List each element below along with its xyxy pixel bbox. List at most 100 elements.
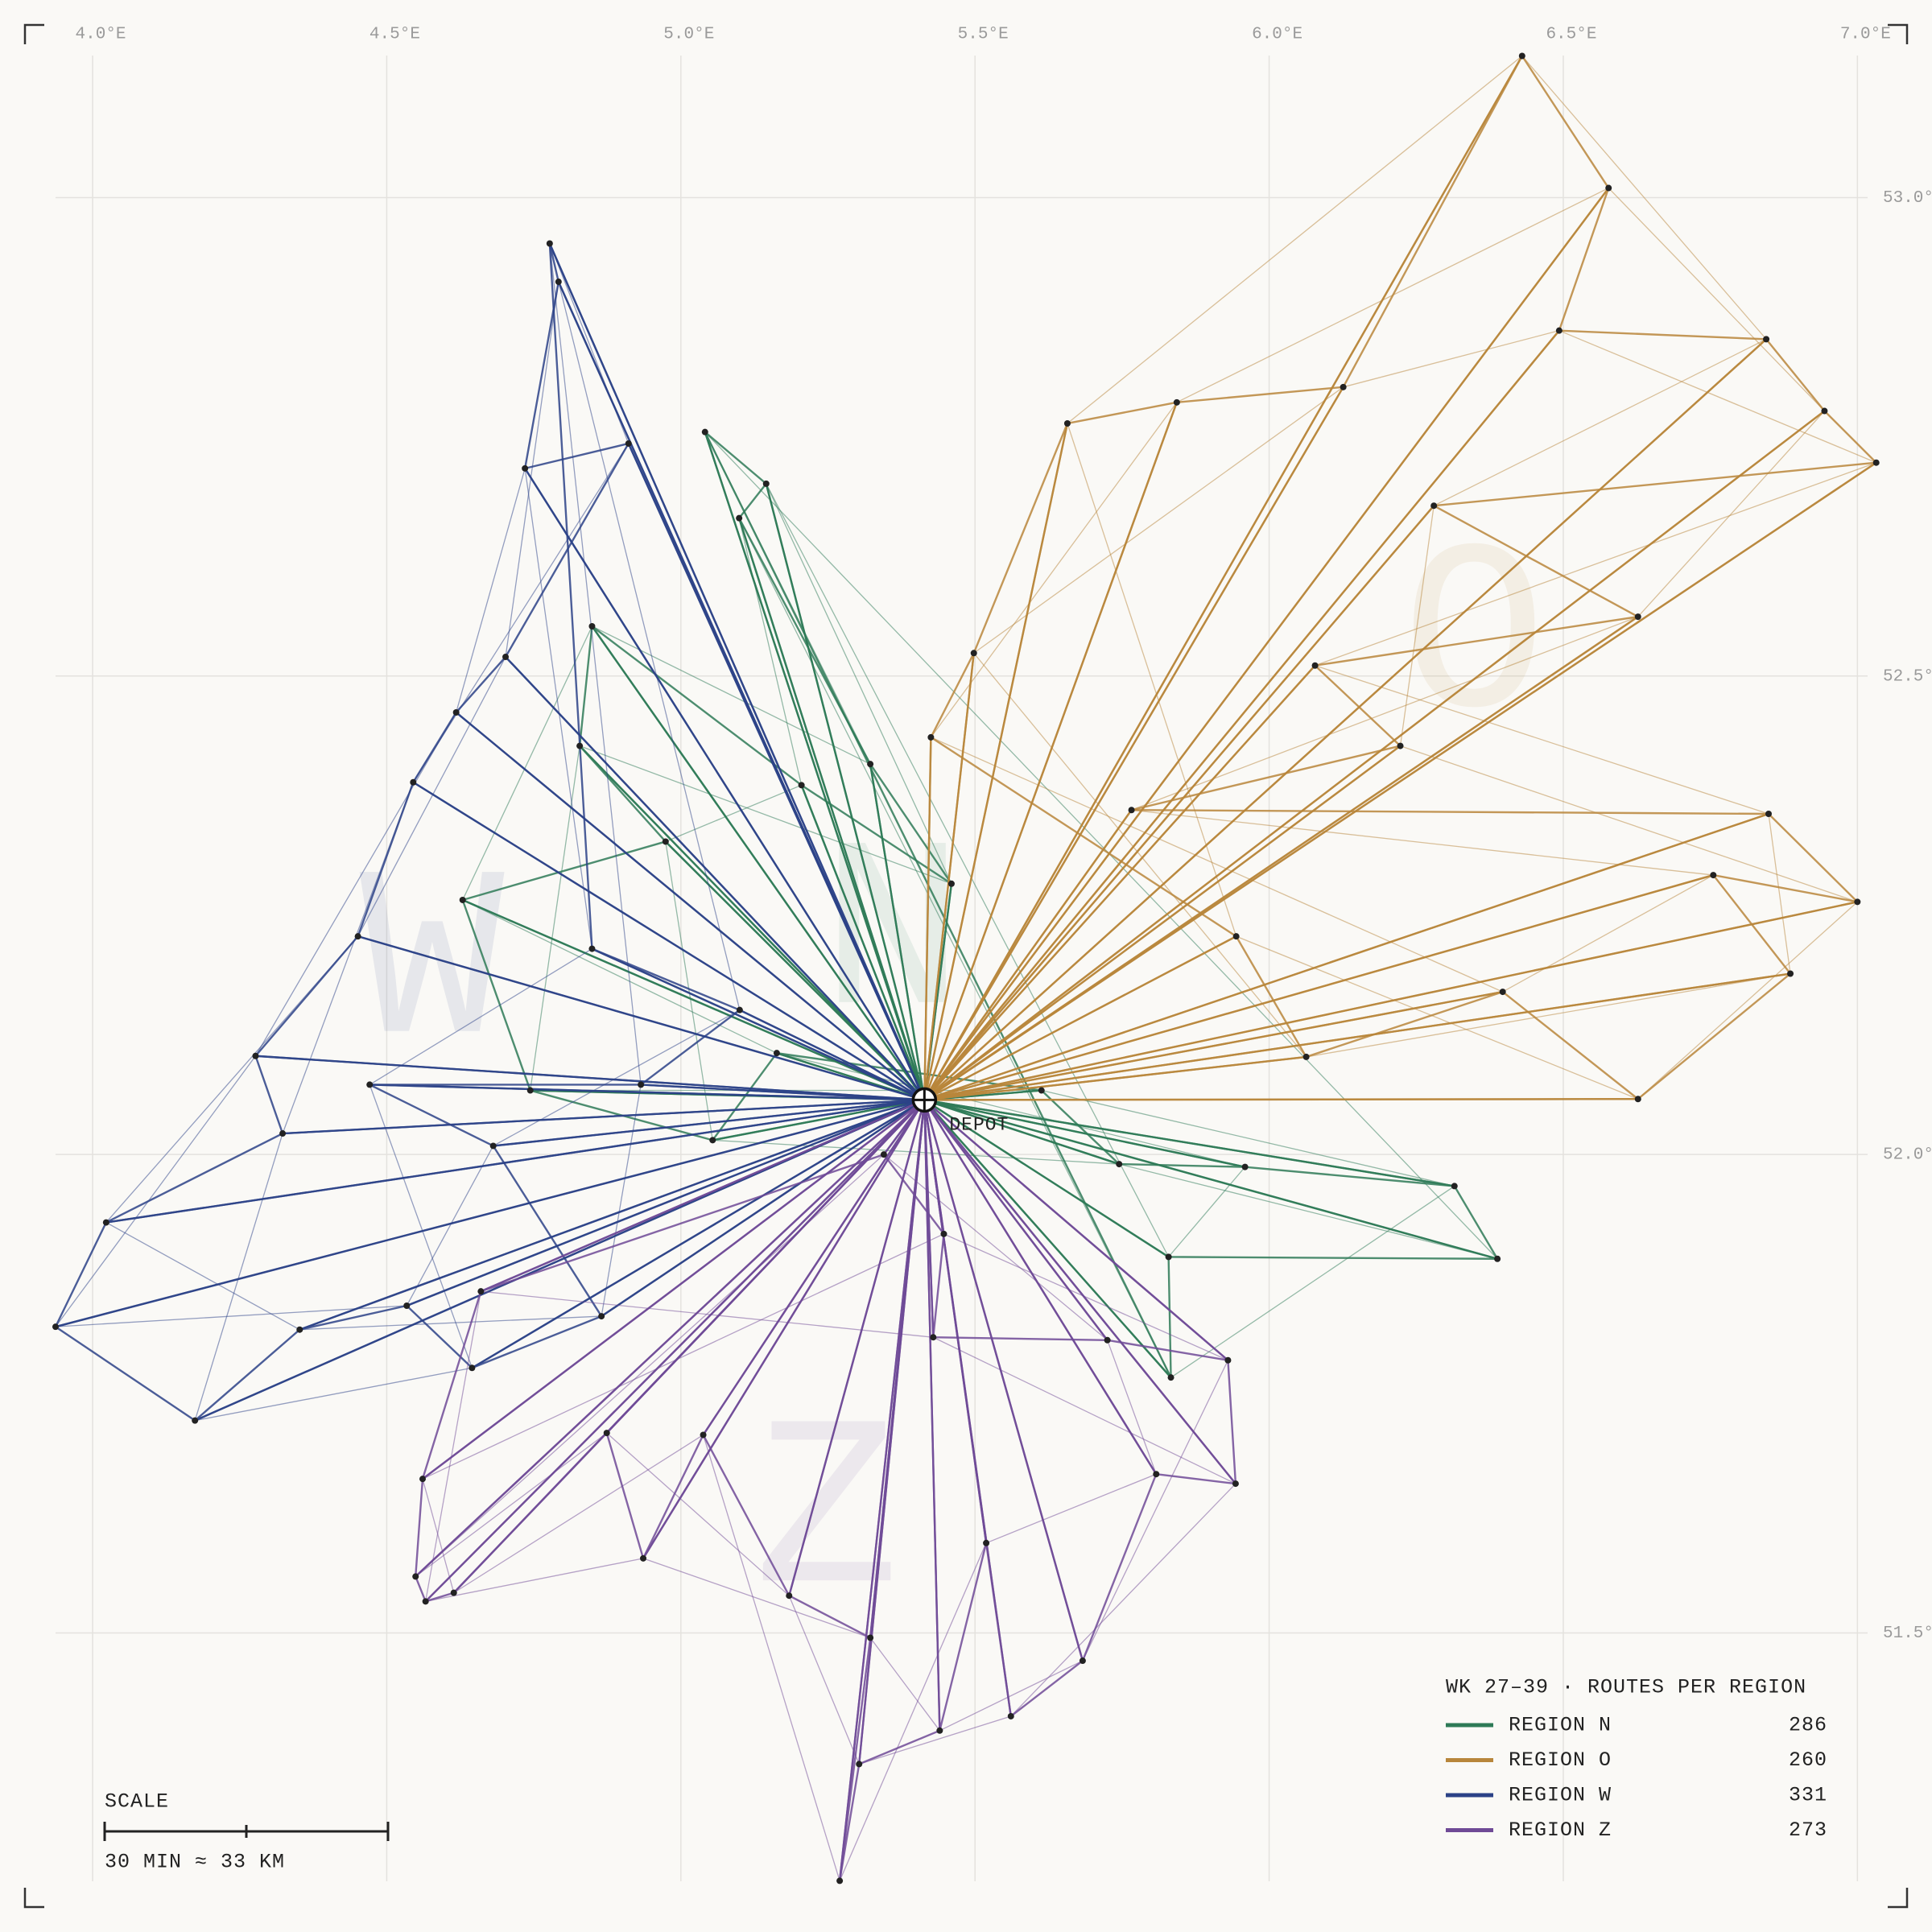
stop [625, 440, 632, 447]
route-link [282, 782, 414, 1134]
x-tick-label: 5.5°E [958, 26, 1009, 44]
stop [588, 945, 596, 952]
route-link [1558, 330, 1876, 464]
route [548, 242, 926, 1101]
stop [192, 1417, 199, 1424]
route-link [369, 1084, 473, 1368]
route-link [712, 1139, 1120, 1165]
route-link [883, 1154, 1108, 1341]
stop [1063, 419, 1071, 427]
route-link [933, 1336, 1236, 1484]
route-link [579, 745, 952, 885]
x-tick-label: 6.0°E [1252, 26, 1302, 44]
stop [773, 1050, 780, 1057]
stop [1079, 1657, 1086, 1665]
stop [1397, 742, 1404, 749]
stop [52, 1323, 59, 1331]
route-link [1119, 1163, 1498, 1260]
y-tick-label: 52.5°N [1883, 667, 1932, 686]
scale-label: 30 MIN ≈ 33 KM [105, 1851, 285, 1874]
route-link [1067, 56, 1523, 424]
stop [1854, 898, 1861, 906]
stop [762, 480, 770, 487]
route-link [859, 1715, 1011, 1765]
route-link [194, 1133, 283, 1421]
route [480, 1099, 926, 1293]
route-link [481, 1290, 934, 1338]
scale-bar: SCALE 30 MIN ≈ 33 KM [103, 1790, 390, 1874]
route-link [493, 1009, 741, 1147]
stop [546, 240, 553, 247]
y-tick-label: 53.0°N [1883, 189, 1932, 208]
stop [1038, 1087, 1045, 1094]
legend-value: 260 [1789, 1748, 1827, 1772]
route-link [1131, 616, 1639, 811]
route-link [1343, 330, 1560, 388]
route-link [453, 1434, 704, 1594]
route-link [549, 243, 642, 1085]
routes [54, 55, 1877, 1882]
stops [52, 52, 1880, 1885]
stop [419, 1476, 426, 1483]
route-link [55, 1305, 407, 1327]
stop [940, 1230, 947, 1237]
route-link [704, 431, 1498, 1260]
stop [366, 1081, 374, 1088]
stop [522, 464, 529, 472]
route [704, 431, 1172, 1379]
stop [403, 1302, 411, 1310]
route-link [1041, 1089, 1455, 1187]
scale-title: SCALE [105, 1790, 169, 1814]
route-link [1608, 188, 1825, 411]
stop [662, 838, 669, 845]
route-link [299, 1315, 602, 1331]
stop [930, 1334, 937, 1341]
stop [1518, 52, 1525, 60]
stop [936, 1727, 943, 1734]
route-link [665, 784, 802, 843]
stop [1153, 1471, 1160, 1478]
stop [1232, 933, 1240, 940]
stop [410, 778, 417, 786]
route-link [425, 1558, 644, 1602]
stop [252, 1052, 259, 1059]
region-letter: Z [754, 1380, 899, 1653]
route-link [1131, 809, 1714, 876]
route-link [869, 1637, 940, 1732]
stop [469, 1364, 476, 1372]
stop [1340, 383, 1347, 390]
route-link [558, 281, 741, 1010]
route-link [1306, 972, 1791, 1058]
stop [640, 1554, 647, 1562]
stop [1165, 1253, 1172, 1261]
route-link [105, 935, 359, 1224]
route-link [642, 1558, 871, 1639]
stop [102, 1219, 109, 1226]
stop [927, 733, 935, 741]
route-link [973, 386, 1344, 654]
stop [1555, 327, 1563, 334]
stop [296, 1326, 303, 1333]
route-link [606, 1432, 790, 1596]
route-link [1637, 901, 1858, 1100]
stop [450, 1589, 457, 1596]
route-link [456, 468, 526, 713]
route-link [425, 1291, 481, 1602]
legend-value: 273 [1789, 1818, 1827, 1842]
stop [1116, 1161, 1123, 1168]
stop [836, 1877, 844, 1885]
route-link [930, 402, 1178, 738]
route-link [1168, 1166, 1246, 1257]
stop [452, 708, 460, 716]
route-link [105, 1222, 300, 1331]
stop [1232, 1480, 1239, 1488]
stop [867, 761, 874, 768]
stop [489, 1142, 497, 1150]
stop [701, 428, 708, 436]
stop [1634, 1096, 1641, 1103]
route-link [415, 1154, 885, 1577]
route-link [776, 1052, 1245, 1168]
stop [526, 1087, 534, 1094]
